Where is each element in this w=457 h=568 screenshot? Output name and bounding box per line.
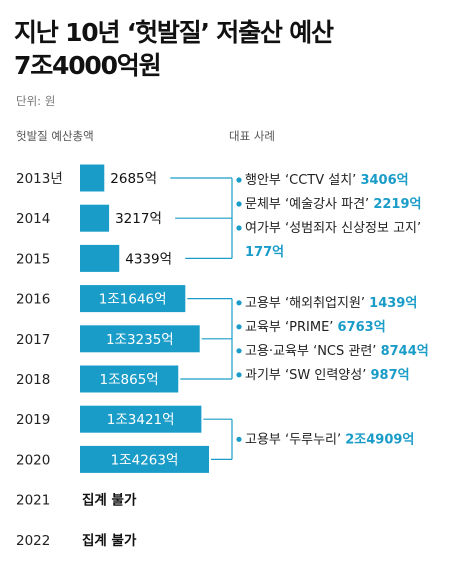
example-amount: 8744억 <box>381 344 429 359</box>
bar-value-label: 2685억 <box>110 171 157 187</box>
example-label: 문체부 ‘예술강사 파견’ 2219억 <box>245 197 421 212</box>
left-column-header: 헛발질 예산총액 <box>16 129 94 143</box>
right-column-header: 대표 사례 <box>229 129 275 143</box>
bar <box>80 244 120 272</box>
example-text: 고용·교육부 ‘NCS 관련’ <box>245 344 381 359</box>
example-text: 과기부 ‘SW 인력양성’ <box>245 368 371 383</box>
bar <box>80 365 179 393</box>
year-tick-label: 2020 <box>16 452 50 468</box>
example-text: 고용부 ‘해외취업지원’ <box>245 296 369 311</box>
bar-value-label: 1조3421억 <box>107 412 175 428</box>
bar-value-label: 1조4263억 <box>111 452 179 468</box>
example-amount: 2219억 <box>373 197 421 212</box>
bar-value-label: 1조3235억 <box>106 332 174 348</box>
bar <box>80 405 202 433</box>
bullet-dot <box>236 324 242 330</box>
example-text: 문체부 ‘예술강사 파견’ <box>245 197 373 212</box>
bar-value-label: 1조865억 <box>100 372 159 388</box>
bullet-dot <box>236 300 242 306</box>
example-label: 고용부 ‘해외취업지원’ 1439억 <box>245 296 417 311</box>
bar <box>80 325 200 353</box>
bar <box>80 285 186 313</box>
example-label: 고용부 ‘두루누리’ 2조4909억 <box>245 432 414 447</box>
example-amount: 6763억 <box>338 320 386 335</box>
example-amount: 3406억 <box>360 173 408 188</box>
bar-value-label: 4339억 <box>125 251 172 267</box>
bar-value-label: 3217억 <box>115 211 162 227</box>
example-amount: 177억 <box>245 245 284 260</box>
year-tick-label: 2014 <box>16 211 50 227</box>
example-label: 여가부 ‘성범죄자 신상정보 고지’ <box>245 221 421 236</box>
example-amount: 1439억 <box>369 296 417 311</box>
example-text: 행안부 ‘CCTV 설치’ <box>245 172 360 188</box>
example-text: 교육부 ‘PRIME’ <box>245 320 338 335</box>
example-amount: 987억 <box>371 368 410 383</box>
no-data-note: 집계 불가 <box>82 492 137 509</box>
title-line-1: 지난 10년 ‘헛발질’ 저출산 예산 <box>14 18 334 47</box>
year-tick-label: 2019 <box>16 412 50 428</box>
example-label: 교육부 ‘PRIME’ 6763억 <box>245 320 386 335</box>
example-label: 행안부 ‘CCTV 설치’ 3406억 <box>245 172 409 188</box>
year-tick-label: 2022 <box>16 533 50 549</box>
example-label: 과기부 ‘SW 인력양성’ 987억 <box>245 368 410 383</box>
example-text: 여가부 ‘성범죄자 신상정보 고지’ <box>245 221 421 236</box>
example-amount: 2조4909억 <box>345 432 414 447</box>
example-label: 고용·교육부 ‘NCS 관련’ 8744억 <box>245 344 429 359</box>
unit-label: 단위: 원 <box>16 94 56 108</box>
bar <box>80 445 209 473</box>
bullet-dot <box>236 436 242 442</box>
bullet-dot <box>236 348 242 354</box>
example-text: 고용부 ‘두루누리’ <box>245 432 345 447</box>
year-tick-label: 2017 <box>16 332 50 348</box>
year-tick-label: 2021 <box>16 493 50 509</box>
year-tick-label: 2018 <box>16 372 50 388</box>
no-data-note: 집계 불가 <box>82 532 137 549</box>
bullet-dot <box>236 201 242 207</box>
bar <box>80 164 105 192</box>
bar <box>80 204 110 232</box>
bullet-dot <box>236 372 242 378</box>
year-tick-label: 2015 <box>16 251 50 267</box>
year-tick-label: 2013년 <box>16 171 63 187</box>
bullet-dot <box>236 225 242 231</box>
title-line-2: 7조4000억원 <box>14 51 162 80</box>
year-tick-label: 2016 <box>16 292 50 308</box>
bullet-dot <box>236 177 242 183</box>
bar-value-label: 1조1646억 <box>99 292 167 308</box>
chart-title: 지난 10년 ‘헛발질’ 저출산 예산 7조4000억원 <box>14 16 334 82</box>
